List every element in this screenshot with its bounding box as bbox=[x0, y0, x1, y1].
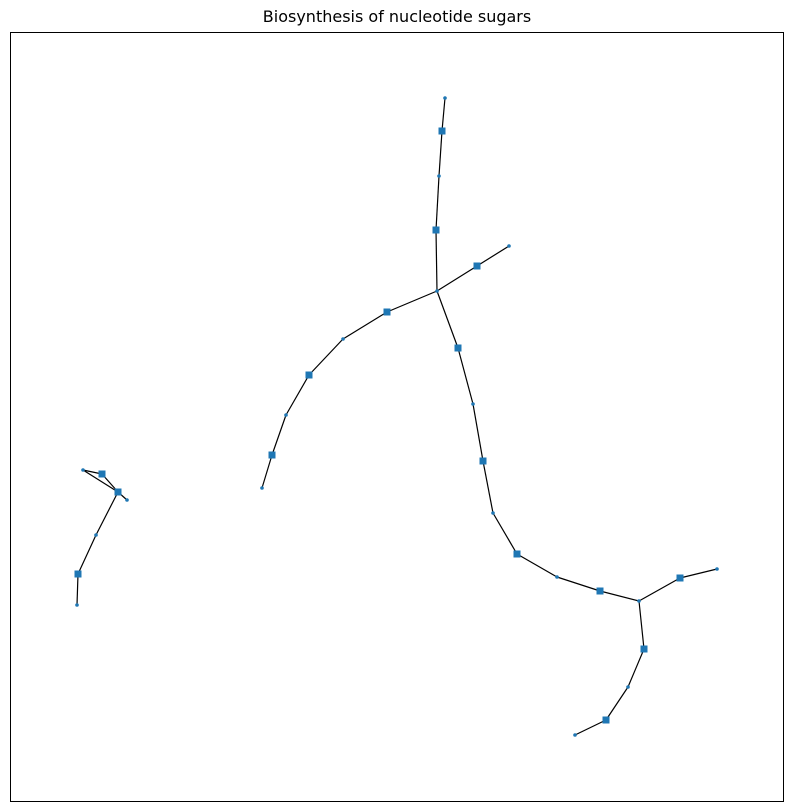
edge-n4-n13 bbox=[436, 290, 459, 349]
edge-n19-n20 bbox=[599, 590, 640, 602]
reaction-node-n29 bbox=[114, 488, 122, 496]
edge-n25-n26 bbox=[574, 719, 607, 736]
reaction-node-n13 bbox=[454, 344, 462, 352]
edge-n5-n6 bbox=[476, 245, 510, 267]
edge-n10-n11 bbox=[271, 414, 287, 456]
edge-n23-n24 bbox=[627, 648, 645, 688]
metabolite-node-n18 bbox=[555, 575, 559, 579]
edge-n0-n1 bbox=[441, 97, 446, 132]
metabolite-node-n8 bbox=[341, 337, 345, 341]
metabolite-node-n31 bbox=[94, 533, 98, 537]
reaction-node-n15 bbox=[479, 457, 487, 465]
reaction-node-n5 bbox=[473, 262, 481, 270]
reaction-node-n21 bbox=[676, 574, 684, 582]
edge-n3-n4 bbox=[435, 229, 438, 292]
metabolite-node-n10 bbox=[284, 413, 288, 417]
reaction-node-n19 bbox=[596, 587, 604, 595]
edge-n4-n5 bbox=[436, 265, 478, 292]
metabolite-node-n12 bbox=[260, 486, 264, 490]
reaction-node-n1 bbox=[438, 127, 446, 135]
edge-n8-n9 bbox=[308, 338, 344, 376]
edge-n27-n29 bbox=[82, 469, 119, 493]
edge-n15-n16 bbox=[482, 460, 494, 514]
reaction-node-n3 bbox=[432, 226, 440, 234]
reaction-node-n7 bbox=[383, 308, 391, 316]
diagram-title: Biosynthesis of nucleotide sugars bbox=[262, 7, 532, 26]
edge-n13-n14 bbox=[457, 347, 474, 405]
metabolite-node-n0 bbox=[443, 96, 447, 100]
reaction-node-n25 bbox=[602, 716, 610, 724]
edge-layer bbox=[76, 97, 718, 736]
edge-n2-n3 bbox=[435, 175, 440, 231]
plot-frame bbox=[10, 32, 784, 802]
metabolite-node-n26 bbox=[573, 733, 577, 737]
edge-n24-n25 bbox=[605, 686, 629, 721]
reaction-node-n23 bbox=[640, 645, 648, 653]
reaction-node-n9 bbox=[305, 371, 313, 379]
reaction-node-n28 bbox=[98, 470, 106, 478]
metabolite-node-n2 bbox=[437, 174, 441, 178]
edge-n16-n17 bbox=[492, 512, 518, 555]
edge-n20-n23 bbox=[638, 600, 645, 650]
reaction-node-n11 bbox=[268, 451, 276, 459]
metabolite-node-n4 bbox=[435, 289, 439, 293]
edge-n14-n15 bbox=[472, 403, 484, 462]
metabolite-node-n20 bbox=[637, 599, 641, 603]
edge-n18-n19 bbox=[556, 576, 601, 592]
edge-n11-n12 bbox=[261, 454, 273, 489]
reaction-node-n17 bbox=[513, 550, 521, 558]
edge-n29-n31 bbox=[95, 491, 119, 536]
edge-n32-n33 bbox=[76, 573, 79, 606]
metabolite-node-n27 bbox=[81, 468, 85, 472]
metabolite-node-n14 bbox=[471, 402, 475, 406]
edge-n1-n2 bbox=[438, 130, 443, 177]
edge-n17-n18 bbox=[516, 553, 558, 578]
edge-n4-n7 bbox=[386, 290, 438, 313]
edge-n20-n21 bbox=[638, 577, 681, 602]
node-layer bbox=[74, 96, 719, 737]
metabolite-node-n33 bbox=[75, 603, 79, 607]
edge-n7-n8 bbox=[342, 311, 388, 340]
metabolite-node-n6 bbox=[507, 244, 511, 248]
edge-n21-n22 bbox=[679, 568, 718, 579]
reaction-node-n32 bbox=[74, 570, 82, 578]
metabolite-node-n22 bbox=[715, 567, 719, 571]
edge-n9-n10 bbox=[285, 374, 310, 416]
metabolite-node-n24 bbox=[626, 685, 630, 689]
metabolite-node-n30 bbox=[125, 498, 129, 502]
metabolite-node-n16 bbox=[491, 511, 495, 515]
edge-n31-n32 bbox=[77, 534, 97, 575]
